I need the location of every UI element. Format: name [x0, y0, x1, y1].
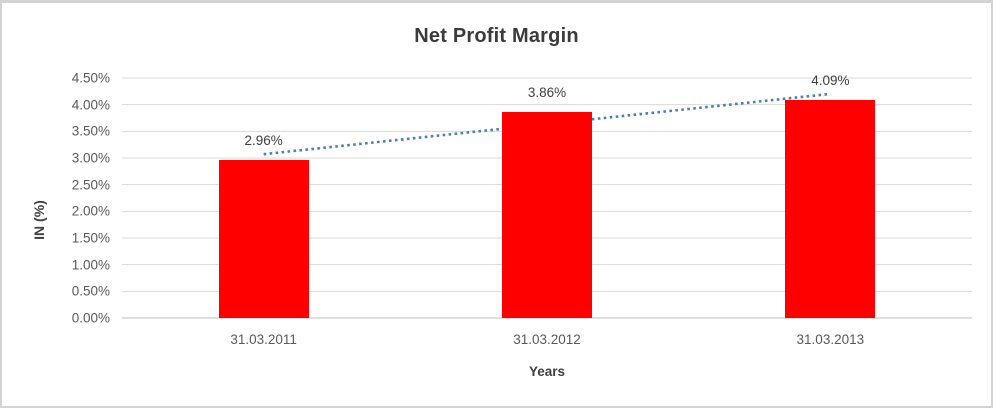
y-tick-label: 0.00% — [71, 310, 110, 326]
y-tick-label: 4.50% — [71, 70, 110, 86]
data-label: 3.86% — [527, 85, 567, 101]
y-tick-label: 3.50% — [71, 123, 110, 139]
x-tick-label: 31.03.2012 — [513, 332, 581, 347]
x-tick-label: 31.03.2011 — [230, 332, 297, 347]
y-tick-label: 4.00% — [71, 97, 110, 113]
chart-title: Net Profit Margin — [414, 25, 579, 47]
bar-31.03.2013 — [785, 99, 876, 318]
x-tick-label: 31.03.2013 — [796, 332, 865, 347]
y-tick-label: 1.00% — [71, 257, 110, 273]
y-tick-label: 2.00% — [71, 203, 110, 219]
y-axis-title: IN (%) — [31, 200, 47, 240]
data-label: 4.09% — [811, 72, 850, 88]
data-label: 2.96% — [244, 133, 283, 149]
y-tick-label: 0.50% — [71, 283, 110, 299]
x-axis-title: Years — [528, 364, 566, 379]
y-tick-label: 1.50% — [71, 230, 110, 246]
trendline — [263, 92, 831, 156]
y-tick-label: 3.00% — [71, 150, 110, 166]
bar-31.03.2012 — [502, 112, 592, 318]
y-tick-label: 2.50% — [71, 177, 110, 193]
bar-31.03.2011 — [218, 160, 309, 318]
